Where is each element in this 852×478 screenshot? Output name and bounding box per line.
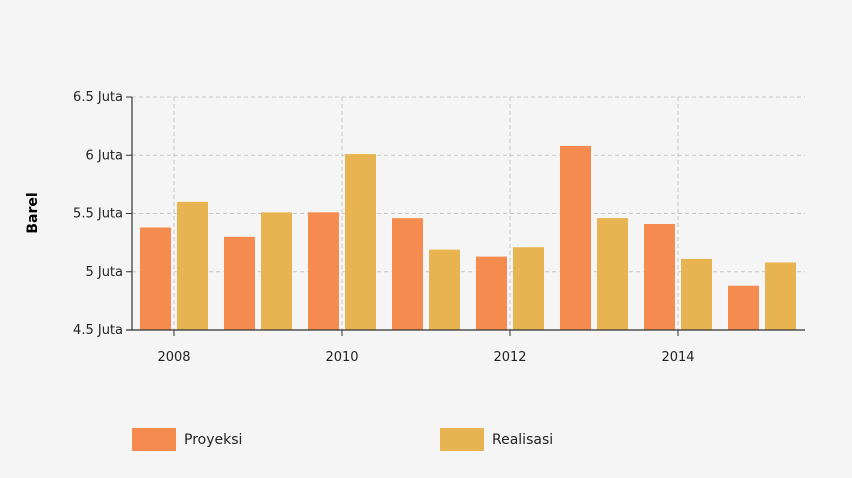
bar-realisasi-2012[interactable] [513,247,544,330]
bars [140,145,796,330]
y-tick-label: 6.5 Juta [73,90,123,105]
legend-item-proyeksi[interactable]: Proyeksi [132,428,242,451]
bar-proyeksi-2013[interactable] [560,145,591,330]
x-tick-label: 2014 [661,350,694,365]
bar-realisasi-2011[interactable] [429,249,460,330]
bar-proyeksi-2009[interactable] [224,236,255,330]
legend-label-proyeksi: Proyeksi [184,431,243,448]
bar-realisasi-2008[interactable] [177,201,208,330]
bar-proyeksi-2010[interactable] [308,212,339,330]
y-tick-label: 4.5 Juta [73,323,123,338]
bar-proyeksi-2014[interactable] [644,223,675,330]
legend-item-realisasi[interactable]: Realisasi [440,428,553,451]
bar-realisasi-2013[interactable] [597,218,628,330]
y-tick-label: 6 Juta [85,148,123,163]
x-tick-label: 2012 [493,350,526,365]
tick-labels: 4.5 Juta 5 Juta 5.5 Juta 6 Juta 6.5 Juta 2008… [73,90,695,365]
bar-realisasi-2015[interactable] [765,262,796,330]
bar-proyeksi-2008[interactable] [140,227,171,330]
y-tick-label: 5.5 Juta [73,207,123,222]
legend-swatch-proyeksi [132,428,176,451]
y-axis-title: Barel [25,192,41,233]
bar-realisasi-2014[interactable] [681,258,712,330]
legend-swatch-realisasi [440,428,484,451]
legend: Proyeksi Realisasi [0,428,852,452]
axes [126,96,805,336]
x-tick-label: 2010 [325,350,358,365]
bar-proyeksi-2011[interactable] [392,218,423,330]
y-tick-label: 5 Juta [85,265,123,280]
bar-proyeksi-2015[interactable] [728,285,759,330]
bar-proyeksi-2012[interactable] [476,256,507,330]
bar-realisasi-2010[interactable] [345,154,376,330]
legend-label-realisasi: Realisasi [492,431,554,448]
x-tick-label: 2008 [157,350,190,365]
bar-realisasi-2009[interactable] [261,212,292,330]
